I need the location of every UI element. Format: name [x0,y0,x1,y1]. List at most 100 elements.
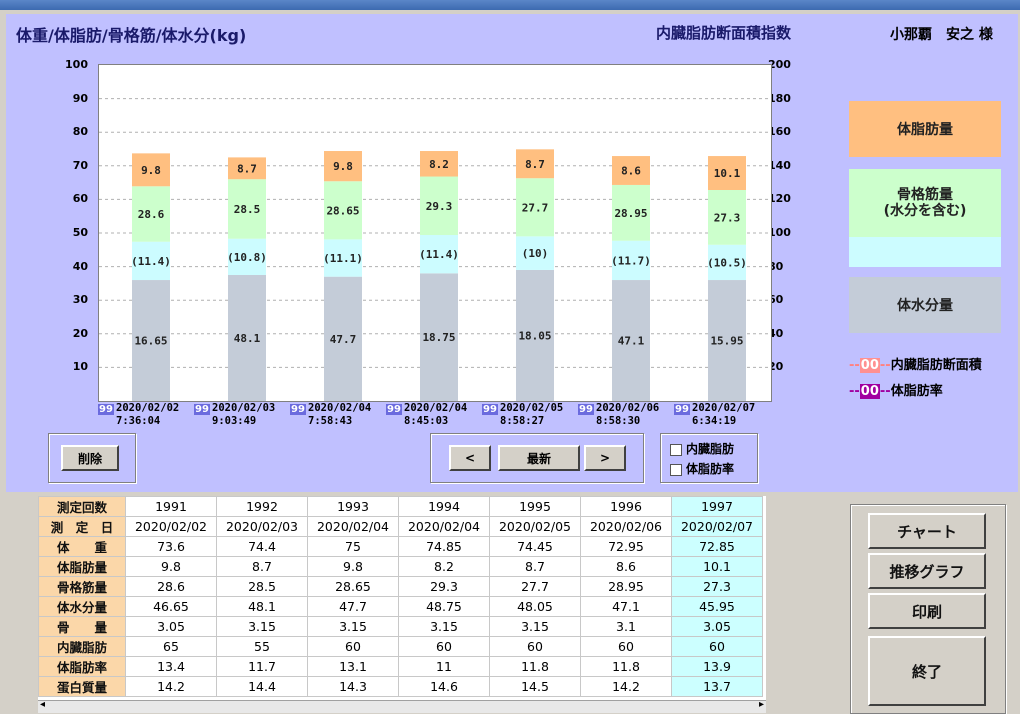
chart-button[interactable]: チャート [868,513,986,549]
table-cell[interactable]: 13.4 [125,656,217,677]
table-cell[interactable]: 14.4 [216,676,308,697]
horizontal-scrollbar[interactable]: ◂ ▸ [38,699,766,713]
table-cell[interactable]: 11 [398,656,490,677]
right-tick-label: 160 [768,125,791,139]
chk-fatrate-row[interactable]: 体脂肪率 [670,460,734,477]
table-cell[interactable]: 8.7 [489,556,581,577]
table-cell[interactable]: 13.9 [671,656,763,677]
table-cell[interactable]: 65 [125,636,217,657]
table-cell[interactable]: 74.45 [489,536,581,557]
table-cell[interactable]: 27.3 [671,576,763,597]
table-cell[interactable]: 55 [216,636,308,657]
table-cell[interactable]: 11.8 [489,656,581,677]
table-cell[interactable]: 9.8 [125,556,217,577]
row-label: 体脂肪率 [38,656,126,677]
chk-vfa-box[interactable] [670,443,682,456]
table-cell[interactable]: 60 [580,636,672,657]
table-cell[interactable]: 60 [307,636,399,657]
exit-button[interactable]: 終了 [868,636,986,706]
table-cell[interactable]: 3.15 [398,616,490,637]
table-cell[interactable]: 75 [307,536,399,557]
vfa-index-title: 内臓脂肪断面積指数 [656,24,792,42]
table-cell[interactable]: 28.65 [307,576,399,597]
table-cell[interactable]: 11.8 [580,656,672,677]
table-cell[interactable]: 46.65 [125,596,217,617]
table-cell[interactable]: 72.95 [580,536,672,557]
table-cell[interactable]: 2020/02/02 [125,516,217,537]
delete-button[interactable]: 削除 [61,445,119,471]
table-cell[interactable]: 1997 [671,496,763,517]
table-cell[interactable]: 3.15 [307,616,399,637]
table-cell[interactable]: 8.2 [398,556,490,577]
bar-segment [132,186,170,242]
scroll-left-icon[interactable]: ◂ [40,699,46,710]
left-tick-label: 90 [72,91,88,105]
table-cell[interactable]: 60 [671,636,763,657]
table-cell[interactable]: 60 [398,636,490,657]
next-button[interactable]: > [584,445,626,471]
app-window: 体重/体脂肪/骨格筋/体水分(kg) 内臓脂肪断面積指数 小那覇 安之 様 10… [0,10,1020,714]
table-cell[interactable]: 14.2 [125,676,217,697]
table-cell[interactable]: 27.7 [489,576,581,597]
table-cell[interactable]: 2020/02/04 [398,516,490,537]
table-cell[interactable]: 74.85 [398,536,490,557]
table-cell[interactable]: 48.75 [398,596,490,617]
table-cell[interactable]: 28.6 [125,576,217,597]
table-cell[interactable]: 10.1 [671,556,763,577]
table-cell[interactable]: 2020/02/03 [216,516,308,537]
table-cell[interactable]: 47.7 [307,596,399,617]
chart-title: 体重/体脂肪/骨格筋/体水分(kg) [16,26,247,45]
table-cell[interactable]: 47.1 [580,596,672,617]
table-cell[interactable]: 3.15 [216,616,308,637]
table-cell[interactable]: 2020/02/05 [489,516,581,537]
trend-graph-button[interactable]: 推移グラフ [868,553,986,589]
left-tick-label: 30 [72,293,88,307]
table-cell[interactable]: 48.05 [489,596,581,617]
table-cell[interactable]: 45.95 [671,596,763,617]
bar-segment [516,178,554,237]
table-cell[interactable]: 73.6 [125,536,217,557]
prev-button[interactable]: < [449,445,491,471]
table-cell[interactable]: 13.1 [307,656,399,677]
table-cell[interactable]: 8.7 [216,556,308,577]
table-cell[interactable]: 28.95 [580,576,672,597]
table-cell[interactable]: 2020/02/06 [580,516,672,537]
table-cell[interactable]: 3.15 [489,616,581,637]
table-cell[interactable]: 1994 [398,496,490,517]
chk-fatrate-box[interactable] [670,463,682,476]
table-cell[interactable]: 3.05 [671,616,763,637]
table-cell[interactable]: 48.1 [216,596,308,617]
chart-panel: 体重/体脂肪/骨格筋/体水分(kg) 内臓脂肪断面積指数 小那覇 安之 様 10… [6,14,1018,492]
table-cell[interactable]: 74.4 [216,536,308,557]
table-cell[interactable]: 1992 [216,496,308,517]
print-button[interactable]: 印刷 [868,593,986,629]
table-cell[interactable]: 2020/02/07 [671,516,763,537]
legend-fat: 体脂肪量 [849,101,1001,157]
table-cell[interactable]: 72.85 [671,536,763,557]
table-cell[interactable]: 3.05 [125,616,217,637]
table-cell[interactable]: 9.8 [307,556,399,577]
table-cell[interactable]: 1991 [125,496,217,517]
table-cell[interactable]: 2020/02/04 [307,516,399,537]
table-cell[interactable]: 14.6 [398,676,490,697]
table-cell[interactable]: 14.3 [307,676,399,697]
table-cell[interactable]: 1995 [489,496,581,517]
table-cell[interactable]: 11.7 [216,656,308,677]
table-cell[interactable]: 14.5 [489,676,581,697]
table-cell[interactable]: 1993 [307,496,399,517]
table-cell[interactable]: 8.6 [580,556,672,577]
left-tick-label: 50 [72,226,88,239]
table-cell[interactable]: 14.2 [580,676,672,697]
chk-vfa-label: 内臓脂肪 [686,442,735,456]
table-cell[interactable]: 13.7 [671,676,763,697]
table-cell[interactable]: 3.1 [580,616,672,637]
row-label: 体 重 [38,536,126,557]
chk-vfa-row[interactable]: 内臓脂肪 [670,440,734,457]
table-cell[interactable]: 60 [489,636,581,657]
latest-button[interactable]: 最新 [498,445,580,471]
table-cell[interactable]: 1996 [580,496,672,517]
table-cell[interactable]: 29.3 [398,576,490,597]
table-cell[interactable]: 28.5 [216,576,308,597]
bar-value-label: 27.7 [522,201,549,214]
scroll-right-icon[interactable]: ▸ [758,699,764,710]
